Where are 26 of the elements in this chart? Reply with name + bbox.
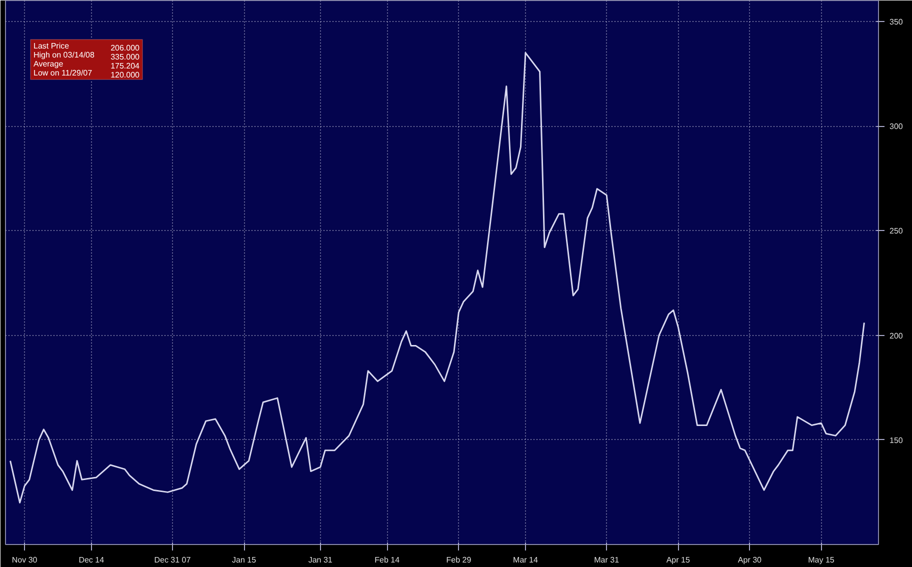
- y-tick-label: 350: [890, 17, 904, 26]
- y-tick-label: 300: [890, 122, 904, 132]
- x-tick-label: Mar 31: [594, 556, 620, 564]
- annotation: 206.000: [110, 44, 140, 52]
- y-tick-label: 200: [890, 331, 904, 340]
- x-tick-label: Mar 14: [513, 556, 538, 564]
- annotation: High on 03/14/08: [34, 50, 95, 60]
- x-tick-label: Dec 14: [78, 556, 105, 564]
- y-tick-label: 250: [890, 226, 904, 236]
- x-tick-label: Feb 29: [446, 556, 472, 564]
- annotation: Low on 11/29/07: [34, 68, 93, 78]
- annotation: Average: [34, 60, 64, 68]
- x-tick-label: May 15: [808, 556, 835, 564]
- y-tick-label: 150: [890, 436, 904, 445]
- x-tick-label: Apr 15: [666, 556, 690, 564]
- x-tick-label: Feb 14: [374, 556, 400, 564]
- annotation: 335.000: [110, 52, 140, 62]
- x-tick-label: Jan 31: [308, 556, 333, 564]
- line-series: [10, 52, 865, 504]
- x-tick-label: Apr 30: [738, 556, 762, 564]
- x-tick-label: Nov 30: [12, 556, 38, 564]
- x-tick-label: Jan 15: [232, 556, 257, 564]
- annotation: Last Price: [34, 42, 70, 50]
- annotation: 175.204: [110, 62, 140, 70]
- annotation: 120.000: [110, 70, 140, 80]
- x-tick-label: Dec 31 07: [154, 556, 192, 564]
